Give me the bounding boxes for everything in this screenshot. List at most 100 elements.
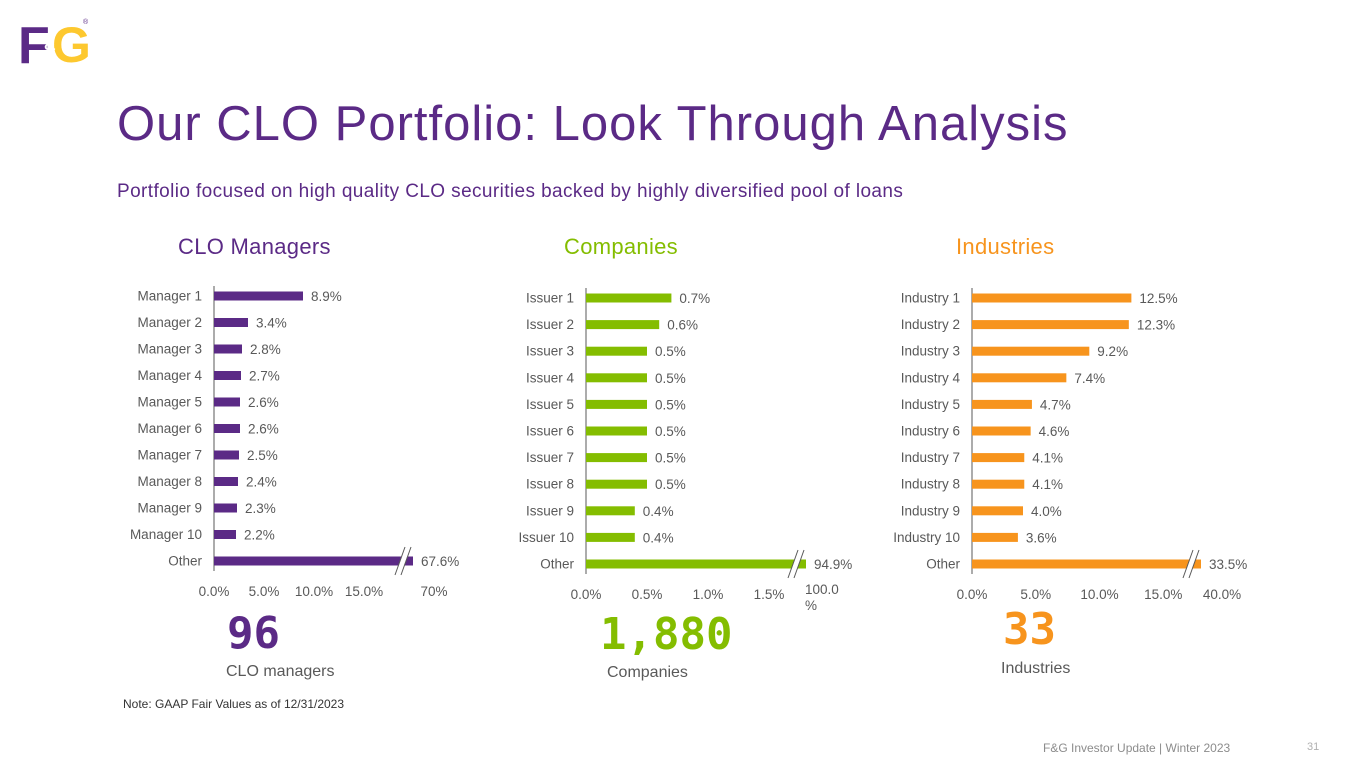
x-tick-label: 1.0% [693,587,724,602]
bar [586,506,635,516]
category-label: Manager 1 [137,289,202,304]
data-label: 2.8% [250,342,281,357]
chart-title-companies: Companies [564,234,678,259]
category-label: Industry 4 [901,370,961,385]
x-tick-label: 15.0% [1144,587,1182,602]
stat-value-companies: 1,880 [600,609,733,660]
bar [586,373,647,383]
category-label: Issuer 2 [526,317,574,332]
data-label: 4.6% [1039,424,1070,439]
bar [214,344,242,354]
page-title: Our CLO Portfolio: Look Through Analysis [117,97,1069,151]
axis-break-mark [400,546,412,576]
data-label: 4.7% [1040,397,1071,412]
category-label: Industry 10 [893,530,960,545]
data-label: 33.5% [1209,557,1247,572]
bar [214,556,413,566]
data-label: 94.9% [814,557,852,572]
data-label: 0.5% [655,424,686,439]
x-tick-label: 5.0% [249,584,280,599]
data-label: 2.3% [245,501,276,516]
category-label: Issuer 10 [518,530,574,545]
bar [972,506,1023,516]
axis-break-mask [1183,549,1199,579]
chart-title-managers: CLO Managers [178,234,331,259]
bar [214,477,238,486]
data-label: 0.5% [655,397,686,412]
axis-break-mark [787,549,799,579]
category-label: Manager 3 [137,342,202,357]
category-label: Issuer 7 [526,450,574,465]
page-subtitle: Portfolio focused on high quality CLO se… [117,181,904,202]
footer-text: F&G Investor Update | Winter 2023 [1043,741,1231,755]
bar [972,373,1067,383]
x-tick-label: 10.0% [1080,587,1118,602]
bar [586,453,647,463]
category-label: Issuer 8 [526,477,574,492]
data-label: 7.4% [1074,371,1105,386]
data-label: 0.5% [655,477,686,492]
bar [586,293,672,303]
data-label: 0.5% [655,371,686,386]
logo-letter-g: G [52,17,91,68]
x-tick-label: 0.5% [632,587,663,602]
logo-letter-f: F [20,17,50,68]
category-label: Industry 9 [901,503,960,518]
bar [972,426,1031,436]
bar [972,320,1129,330]
data-label: 0.6% [667,318,698,333]
data-label: 0.5% [655,344,686,359]
bar [214,318,248,327]
data-label: 2.6% [248,422,279,437]
x-tick-label: 5.0% [1020,587,1051,602]
x-tick-label: 0.0% [957,587,988,602]
data-label: 4.0% [1031,504,1062,519]
bar [586,399,647,409]
category-label: Industry 5 [901,397,960,412]
bar [214,291,303,301]
bar [586,479,647,489]
data-label: 2.6% [248,395,279,410]
category-label: Industry 6 [901,424,960,439]
x-tick-label: 1.5% [754,587,785,602]
bar [586,320,660,330]
stat-label-managers: CLO managers [226,663,335,680]
data-label: 2.4% [246,475,277,490]
stat-label-industries: Industries [1001,660,1071,677]
category-label: Other [926,557,960,572]
stat-value-managers: 96 [227,608,280,659]
axis-break-mark [1182,549,1194,579]
bar [972,453,1025,463]
stat-value-industries: 33 [1003,604,1056,655]
axis-break-mask [788,549,804,579]
bar [214,450,239,460]
x-tick-label: 0.0% [199,584,230,599]
category-label: Other [168,554,202,569]
category-label: Issuer 5 [526,397,574,412]
chart-managers: Manager 1 8.9% Manager 2 3.4% Manager 3 2.8% M… [130,286,459,599]
x-tick-label: 70% [420,584,447,599]
category-label: Manager 10 [130,527,202,542]
fg-logo: G F & ® [20,16,92,68]
bar [214,424,240,433]
category-label: Other [540,557,574,572]
category-label: Industry 3 [901,344,960,359]
category-label: Manager 5 [137,395,202,410]
logo-ampersand: & [44,37,56,54]
x-tick-label: 40.0% [1203,587,1241,602]
category-label: Manager 7 [137,448,202,463]
bar [586,532,635,542]
data-label: 67.6% [421,554,459,569]
bar [972,559,1201,569]
axis-break-mask [395,546,411,576]
category-label: Manager 2 [137,315,202,330]
data-label: 2.5% [247,448,278,463]
data-label: 4.1% [1032,477,1063,492]
data-label: 2.2% [244,528,275,543]
data-label: 3.4% [256,316,287,331]
category-label: Issuer 1 [526,291,574,306]
category-label: Issuer 4 [526,370,575,385]
bar [214,530,236,539]
data-label: 4.1% [1032,451,1063,466]
data-label: 8.9% [311,289,342,304]
